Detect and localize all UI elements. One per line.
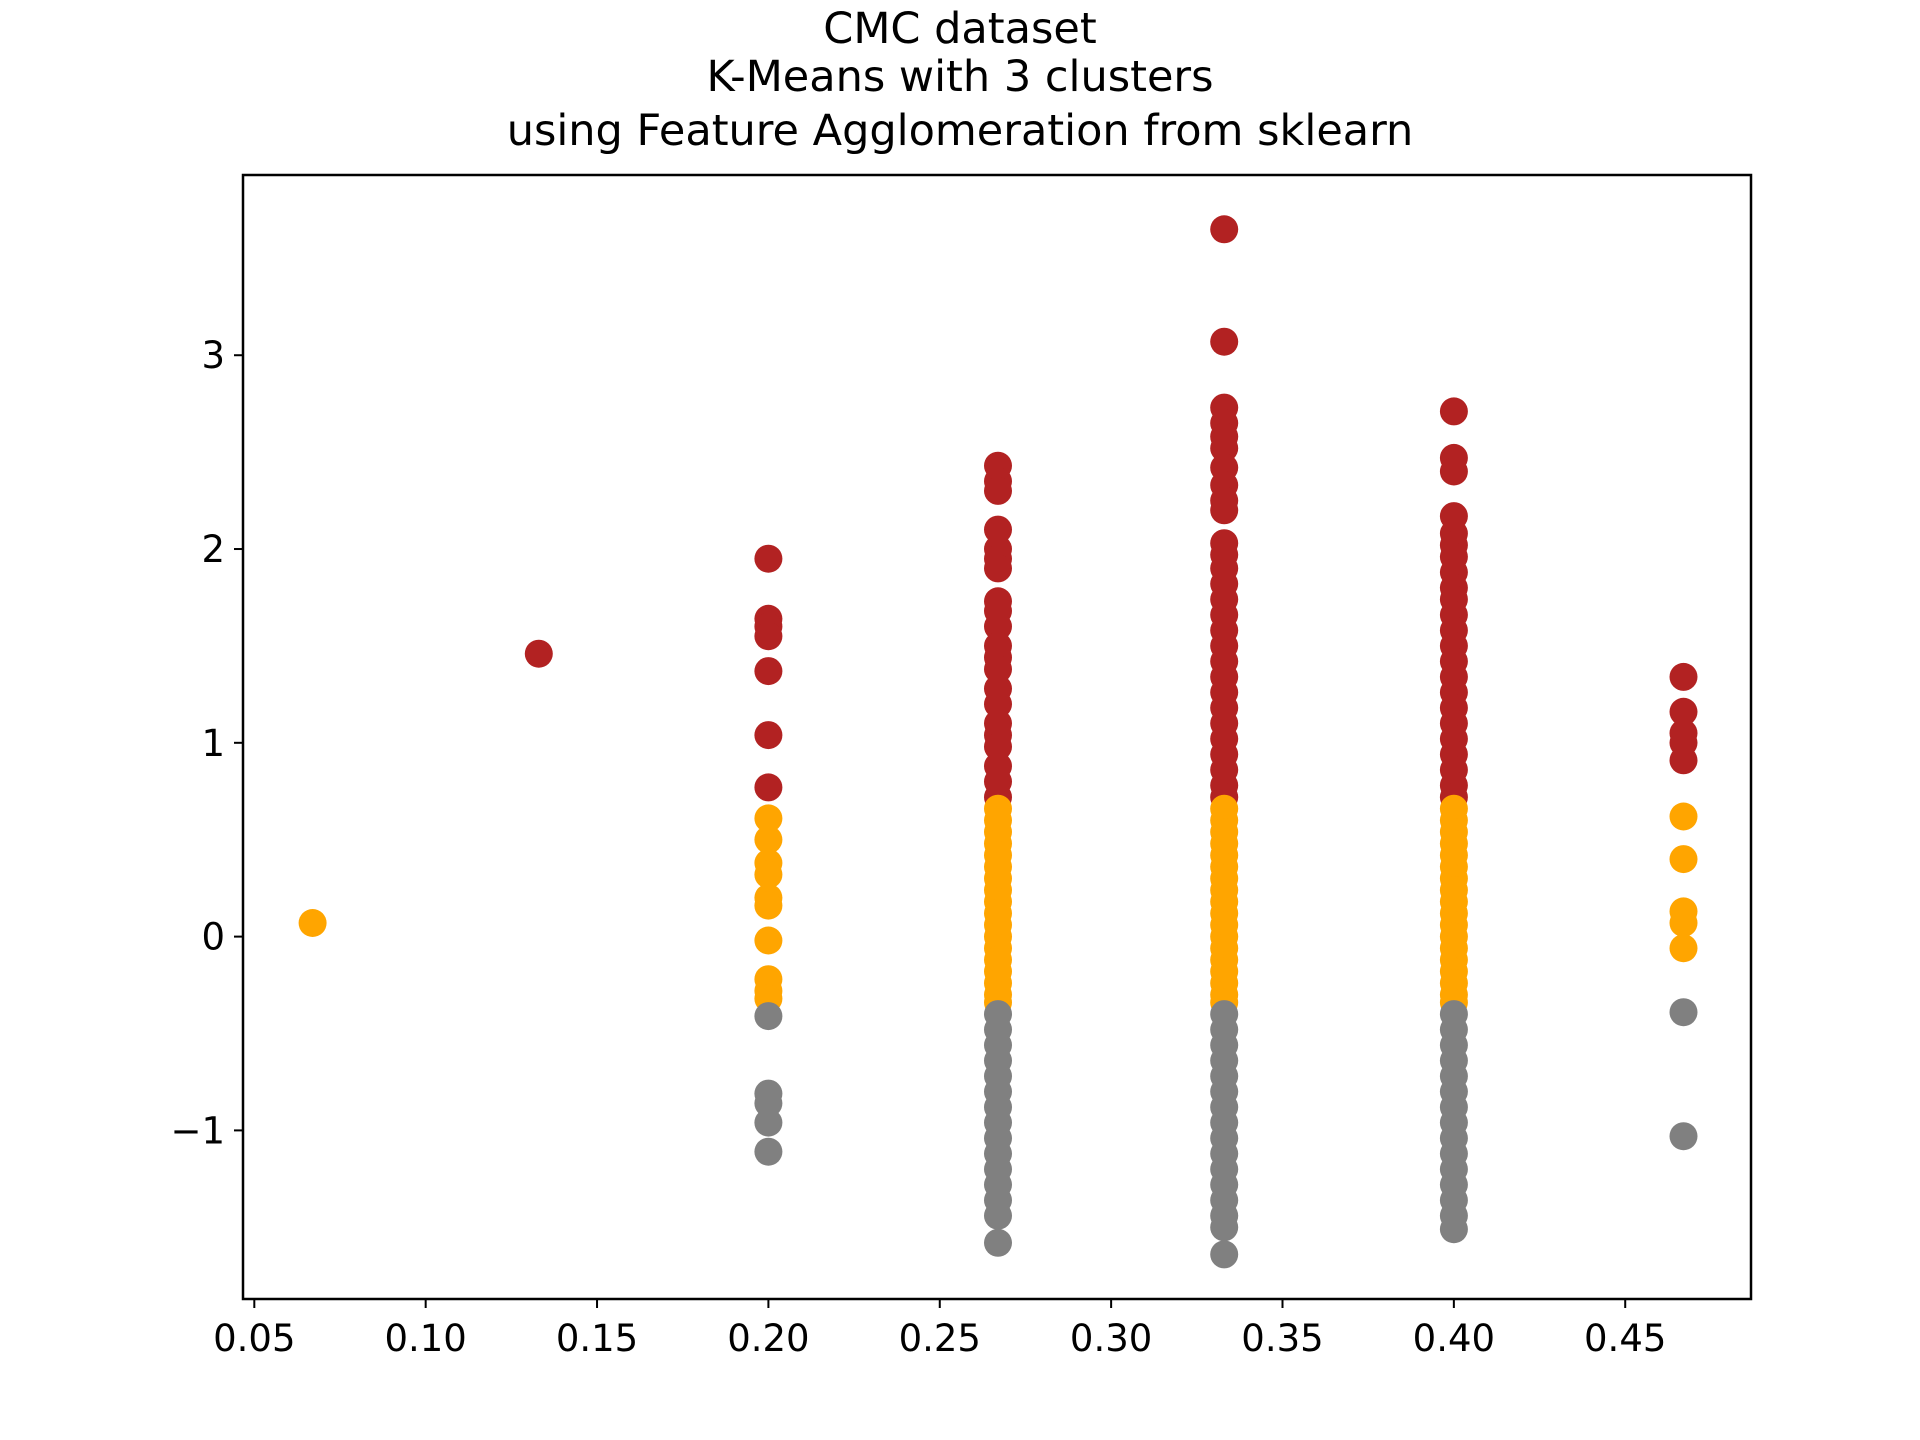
data-point: [1210, 1213, 1239, 1242]
data-point: [1669, 1122, 1698, 1151]
data-point: [1669, 845, 1698, 874]
data-point: [754, 544, 783, 573]
y-tick-label: 3: [201, 334, 225, 377]
x-tick-label: 0.45: [1584, 1317, 1666, 1360]
points-layer: [298, 215, 1698, 1269]
data-point: [984, 515, 1012, 544]
y-axis: −1 0 1 2 3: [170, 334, 243, 1152]
x-tick-label: 0.05: [213, 1317, 295, 1360]
data-point: [1669, 909, 1698, 937]
chart-title-line-1: CMC dataset: [823, 4, 1097, 54]
data-point: [1669, 662, 1698, 691]
data-point: [1210, 496, 1239, 525]
data-point: [984, 655, 1012, 684]
data-point: [1669, 697, 1698, 726]
data-point: [984, 732, 1012, 761]
x-tick-label: 0.25: [899, 1317, 981, 1360]
y-tick-label: 2: [201, 528, 225, 571]
data-point: [754, 825, 783, 854]
data-point: [1669, 802, 1698, 831]
chart-title-line-3: using Feature Agglomeration from sklearn: [506, 106, 1414, 156]
y-tick-label: 0: [201, 916, 225, 959]
data-point: [1439, 397, 1468, 426]
data-point: [1669, 746, 1698, 775]
data-point: [754, 1108, 783, 1137]
x-axis: 0.05 0.10 0.15 0.20 0.25 0.30 0.35 0.40 0.45: [213, 1299, 1666, 1360]
data-point: [754, 860, 783, 889]
data-point: [1210, 1240, 1239, 1269]
data-point: [754, 1089, 783, 1118]
data-point: [984, 1228, 1012, 1257]
chart-title-line-2: K-Means with 3 clusters: [706, 52, 1214, 102]
data-point: [754, 721, 783, 750]
data-point: [1669, 934, 1698, 963]
y-tick-label: 1: [201, 722, 225, 765]
data-point: [754, 891, 783, 920]
data-point: [984, 690, 1012, 719]
data-point: [754, 926, 783, 955]
data-point: [754, 622, 783, 651]
data-point: [298, 909, 327, 937]
data-point: [754, 773, 783, 802]
x-tick-label: 0.15: [556, 1317, 638, 1360]
data-point: [754, 1137, 783, 1166]
data-point: [1210, 434, 1239, 463]
x-tick-label: 0.30: [1070, 1317, 1152, 1360]
data-point: [754, 657, 783, 686]
data-point: [984, 476, 1012, 505]
data-point: [1669, 998, 1698, 1027]
data-point: [984, 1201, 1012, 1230]
data-point: [1439, 457, 1468, 486]
data-point: [984, 554, 1012, 583]
y-tick-label: −1: [170, 1109, 225, 1152]
data-point: [1210, 215, 1239, 244]
data-point: [754, 804, 783, 833]
x-tick-label: 0.10: [384, 1317, 466, 1360]
axes-frame: [241, 173, 1753, 1301]
data-point: [984, 612, 1012, 641]
data-point: [1439, 1215, 1468, 1244]
x-tick-label: 0.35: [1241, 1317, 1323, 1360]
x-tick-label: 0.40: [1413, 1317, 1495, 1360]
data-point: [754, 1002, 783, 1031]
data-point: [524, 639, 553, 668]
x-tick-label: 0.20: [727, 1317, 809, 1360]
data-point: [1210, 327, 1239, 356]
